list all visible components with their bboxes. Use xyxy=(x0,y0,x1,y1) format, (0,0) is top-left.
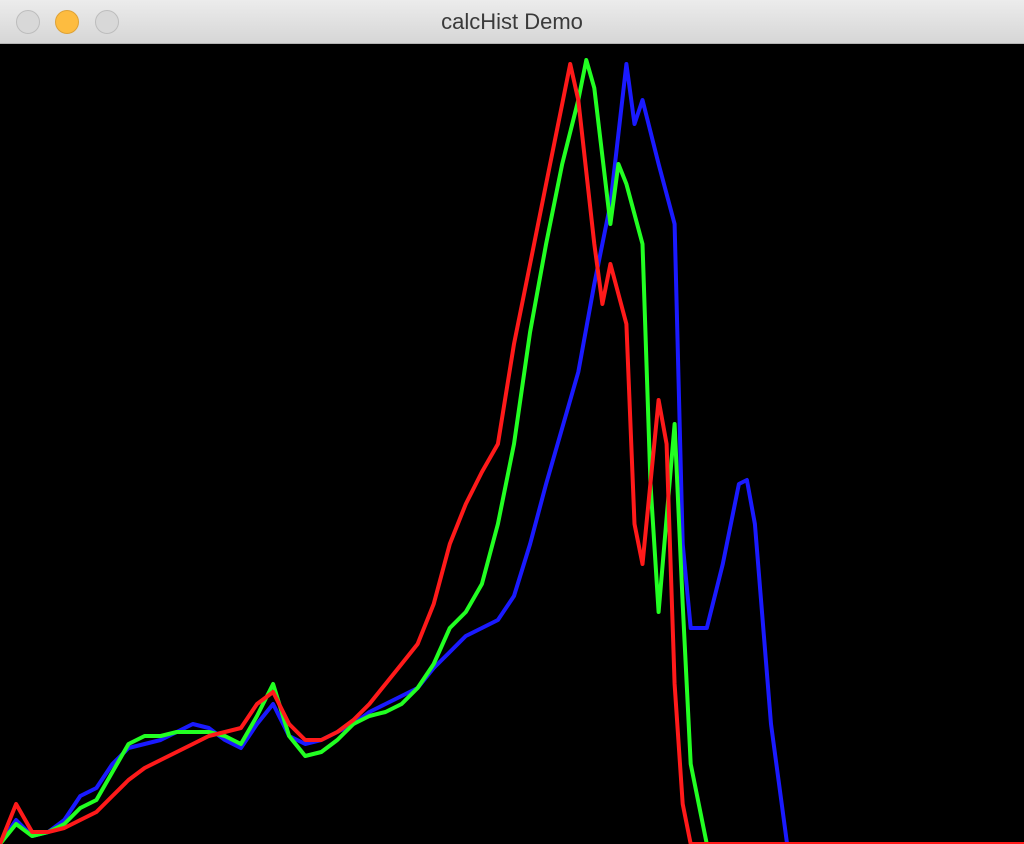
red-channel-line xyxy=(0,62,1024,844)
minimize-button[interactable] xyxy=(55,10,79,34)
green-channel-line xyxy=(0,58,1024,844)
blue-channel-line xyxy=(0,62,1024,844)
title-bar[interactable]: calcHist Demo xyxy=(0,0,1024,44)
histogram-chart xyxy=(0,58,1024,844)
window-title: calcHist Demo xyxy=(441,9,583,34)
close-button[interactable] xyxy=(16,10,40,34)
histogram-canvas xyxy=(0,44,1024,844)
zoom-button[interactable] xyxy=(95,10,119,34)
